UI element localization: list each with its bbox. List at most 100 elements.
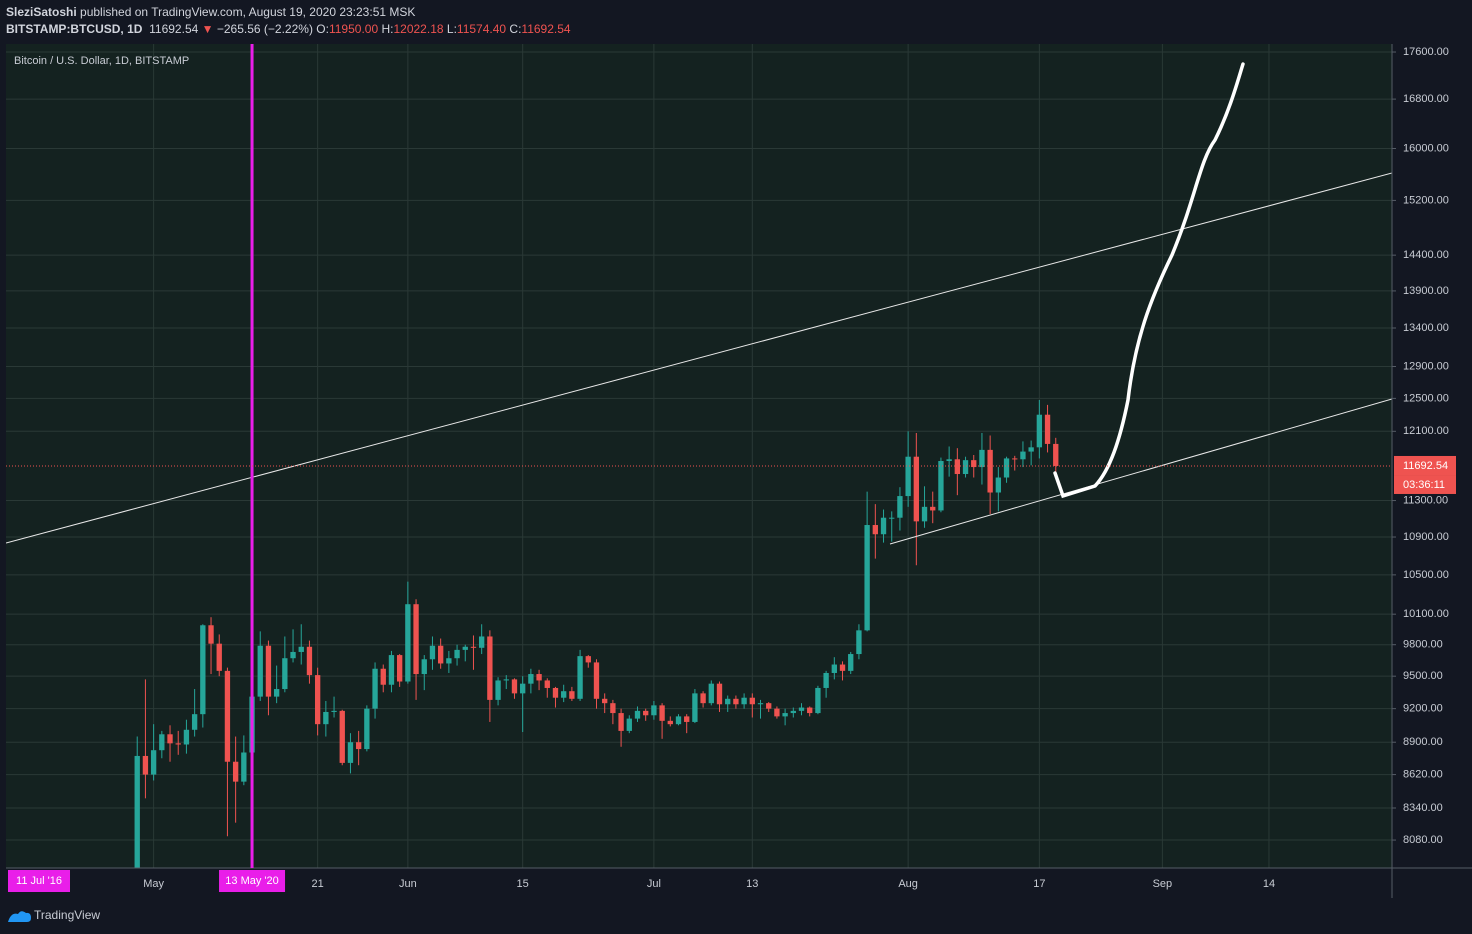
candle-body <box>692 693 698 722</box>
y-tick-label: 8900.00 <box>1403 736 1443 748</box>
candle-body <box>372 668 378 709</box>
y-tick-label: 9800.00 <box>1403 639 1443 651</box>
candle-body <box>216 643 222 671</box>
candle-body <box>429 645 436 660</box>
candle-body <box>872 525 878 535</box>
last-price: 11692.54 <box>149 22 199 36</box>
candle-body <box>183 729 190 745</box>
candle-body <box>741 697 747 705</box>
candle-body <box>1012 458 1018 460</box>
candle-body <box>618 713 624 731</box>
candle-body <box>561 691 567 698</box>
candle-body <box>880 517 887 535</box>
footer: TradingView <box>8 908 100 922</box>
candle-body <box>1044 414 1051 444</box>
last-price-label: 11692.54 <box>1403 460 1448 472</box>
candle-body <box>593 662 600 699</box>
candle-body <box>298 646 304 652</box>
candle-body <box>150 750 157 775</box>
h-value: 12022.18 <box>393 22 444 36</box>
y-tick-label: 8080.00 <box>1403 834 1443 846</box>
y-tick-label: 10900.00 <box>1403 531 1449 543</box>
candle-body <box>134 755 140 868</box>
candle-body <box>396 655 403 682</box>
candle-body <box>191 714 198 730</box>
hand-drawn-path <box>1053 62 1245 499</box>
candle-body <box>314 675 321 725</box>
candle-body <box>159 734 165 751</box>
candle-body <box>675 716 682 725</box>
candle-body <box>257 645 263 697</box>
y-tick-label: 16000.00 <box>1403 142 1449 154</box>
candle-body <box>306 646 313 676</box>
author: SleziSatoshi <box>6 5 77 19</box>
candle-body <box>142 755 149 775</box>
x-tick-label: Sep <box>1153 878 1173 890</box>
drawings <box>6 62 1392 545</box>
candle-body <box>1036 414 1043 448</box>
change-arrow: ▼ <box>201 22 214 36</box>
y-tick-label: 17600.00 <box>1403 46 1449 58</box>
candle-body <box>823 672 829 688</box>
candle-body <box>774 708 780 717</box>
candle-body <box>921 506 928 522</box>
y-tick-label: 12500.00 <box>1403 392 1449 404</box>
range-start-label: 11 Jul '16 <box>16 875 62 887</box>
candle-body <box>520 683 526 694</box>
candle-body <box>798 707 805 711</box>
logo <box>8 911 31 922</box>
candle-body <box>405 604 411 682</box>
candle-body <box>1020 451 1026 460</box>
candle-body <box>1003 458 1010 478</box>
candle-body <box>897 496 903 518</box>
header-line-2: BITSTAMP:BTCUSD, 1D 11692.54 ▼ −265.56 (… <box>6 21 571 38</box>
candle-body <box>446 658 452 664</box>
candle-body <box>1053 443 1059 466</box>
range-start-box <box>8 870 70 892</box>
y-tick-label: 16800.00 <box>1403 93 1449 105</box>
candle-body <box>938 461 944 511</box>
candle-body <box>913 456 919 522</box>
time-axis <box>6 868 1392 898</box>
symbol: BITSTAMP:BTCUSD, 1D <box>6 22 143 36</box>
change: −265.56 (−2.22%) <box>216 22 313 36</box>
candle-body <box>733 698 739 705</box>
c-label: C: <box>509 22 522 36</box>
x-tick-label: 21 <box>312 878 324 890</box>
y-tick-label: 12100.00 <box>1403 425 1449 437</box>
candle-body <box>355 742 362 750</box>
candle-body <box>232 761 239 782</box>
candle-body <box>848 654 854 671</box>
candle-body <box>241 752 247 782</box>
candle-body <box>1028 447 1034 452</box>
candle-body <box>265 645 272 697</box>
candle-body <box>757 703 764 705</box>
y-tick-label: 8340.00 <box>1403 802 1443 814</box>
candle-body <box>323 711 329 725</box>
candle-body <box>200 625 206 715</box>
candle-body <box>552 687 559 698</box>
candle-body <box>282 658 288 690</box>
countdown-box <box>1394 475 1456 494</box>
header: SleziSatoshi published on TradingView.co… <box>6 4 571 38</box>
candle-body <box>815 687 821 714</box>
candle-body <box>569 691 575 699</box>
last-price-box <box>1394 455 1456 476</box>
candle-body <box>864 525 870 631</box>
candle-body <box>766 703 772 709</box>
x-tick-label: 13 <box>746 878 758 890</box>
y-tick-label: 15200.00 <box>1403 194 1449 206</box>
candle-body <box>889 517 895 519</box>
candle-body <box>364 708 370 750</box>
countdown-label: 03:36:11 <box>1403 479 1445 491</box>
candle-body <box>930 506 936 511</box>
l-label: L: <box>446 22 457 36</box>
candle-body <box>700 693 706 704</box>
candle-body <box>610 703 616 714</box>
y-tick-label: 14400.00 <box>1403 249 1449 261</box>
candle-body <box>167 734 173 744</box>
y-tick-label: 12900.00 <box>1403 360 1449 372</box>
candle-body <box>462 646 468 650</box>
o-label: O: <box>316 22 329 36</box>
